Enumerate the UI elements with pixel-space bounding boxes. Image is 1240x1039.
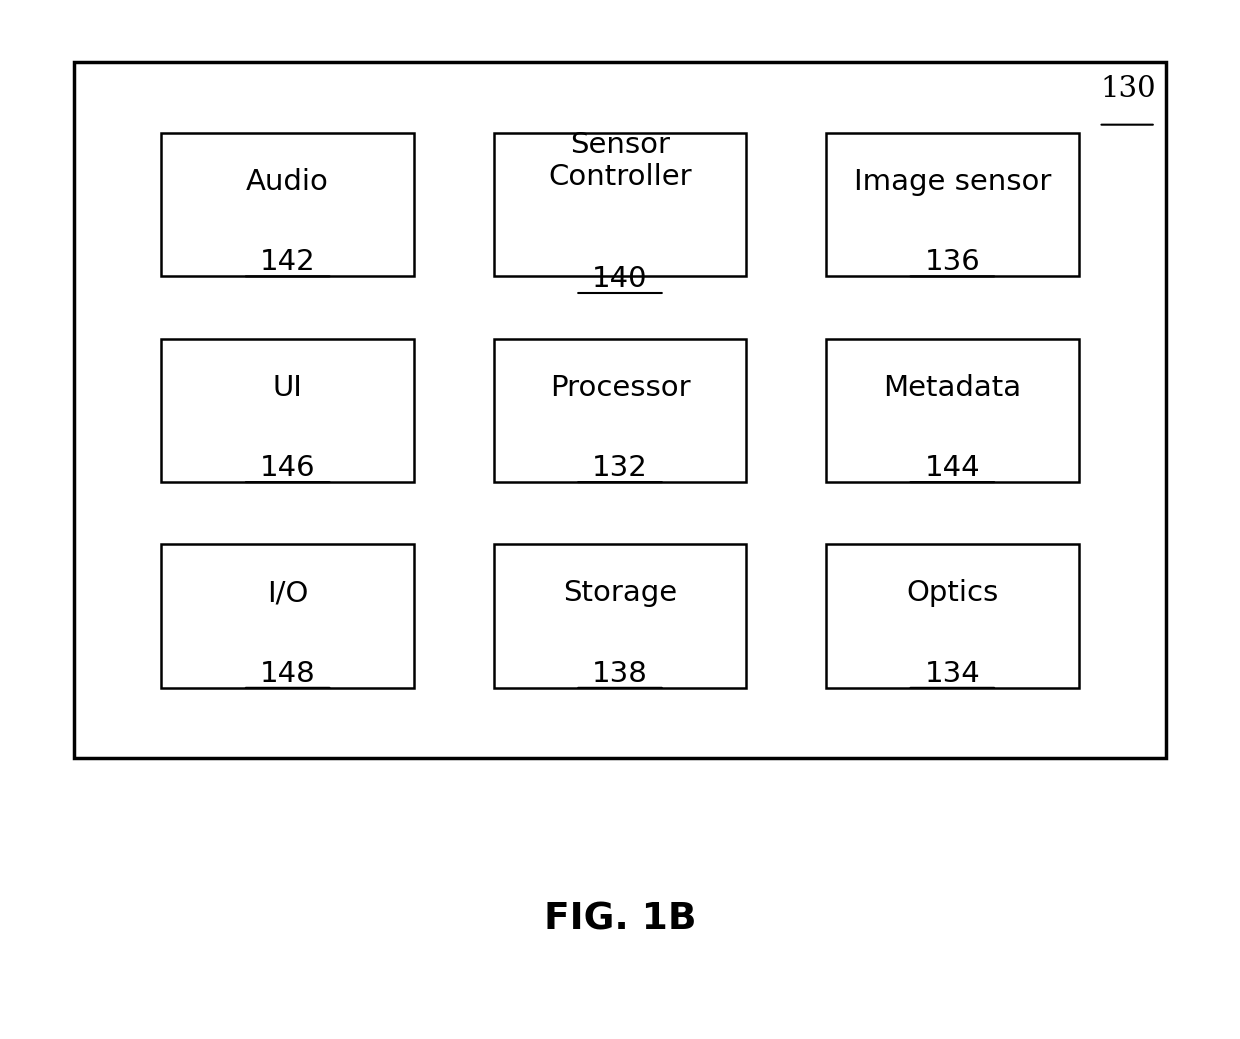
FancyBboxPatch shape: [494, 133, 746, 276]
Text: Image sensor: Image sensor: [853, 168, 1052, 195]
Text: 146: 146: [260, 454, 315, 482]
Text: Sensor
Controller: Sensor Controller: [548, 131, 692, 191]
Text: 140: 140: [593, 265, 647, 293]
Text: Optics: Optics: [906, 580, 998, 607]
Text: 148: 148: [260, 660, 315, 688]
FancyBboxPatch shape: [826, 544, 1079, 688]
Text: Processor: Processor: [549, 374, 691, 401]
FancyBboxPatch shape: [826, 133, 1079, 276]
FancyBboxPatch shape: [494, 339, 746, 482]
Text: FIG. 1B: FIG. 1B: [544, 902, 696, 937]
FancyBboxPatch shape: [161, 339, 414, 482]
Text: 132: 132: [593, 454, 647, 482]
FancyBboxPatch shape: [74, 62, 1166, 758]
Text: Storage: Storage: [563, 580, 677, 607]
Text: I/O: I/O: [267, 580, 309, 607]
Text: 144: 144: [925, 454, 980, 482]
FancyBboxPatch shape: [826, 339, 1079, 482]
FancyBboxPatch shape: [161, 544, 414, 688]
FancyBboxPatch shape: [494, 544, 746, 688]
Text: 136: 136: [925, 248, 980, 276]
Text: 142: 142: [260, 248, 315, 276]
FancyBboxPatch shape: [161, 133, 414, 276]
Text: 130: 130: [1100, 75, 1156, 103]
Text: 138: 138: [591, 660, 649, 688]
Text: 134: 134: [925, 660, 980, 688]
Text: Audio: Audio: [247, 168, 329, 195]
Text: UI: UI: [273, 374, 303, 401]
Text: Metadata: Metadata: [883, 374, 1022, 401]
